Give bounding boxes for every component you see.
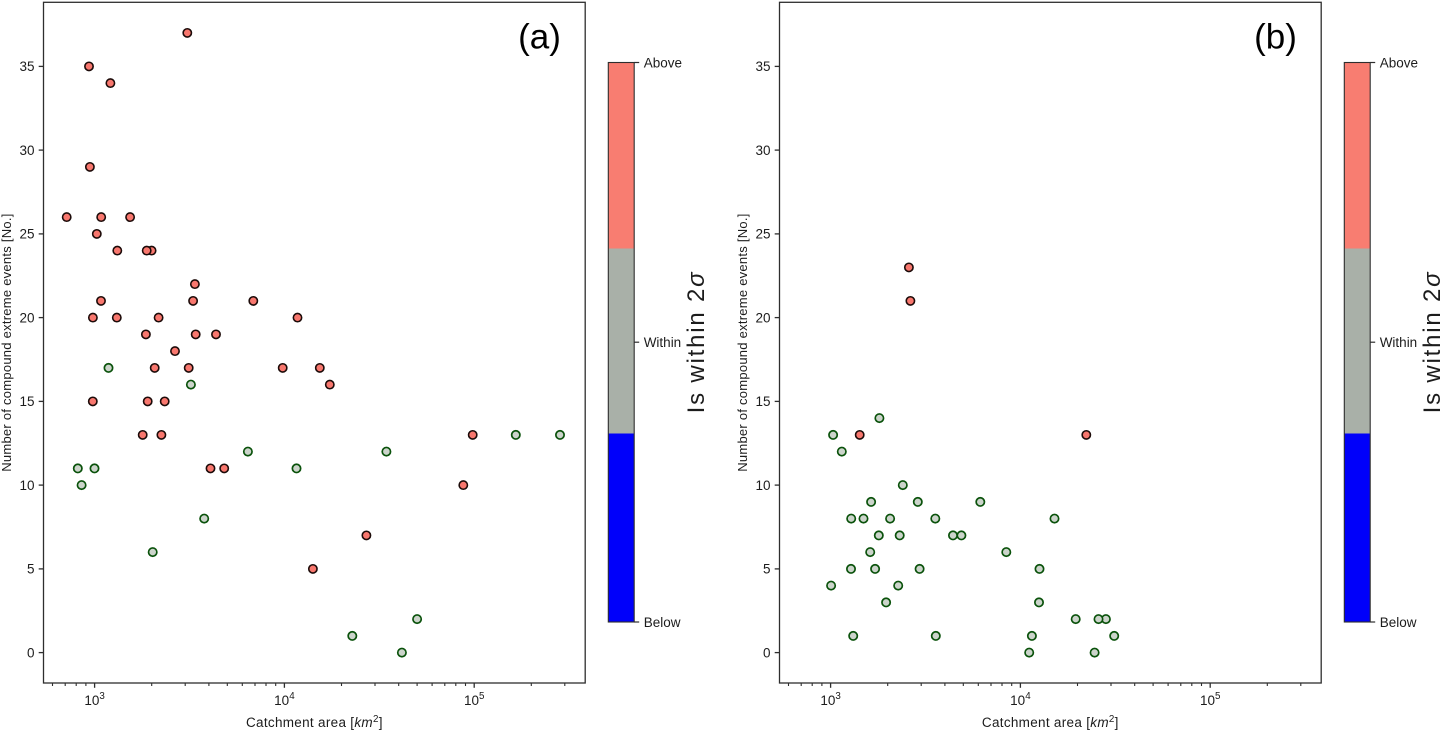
svg-text:Above: Above <box>1380 55 1418 70</box>
svg-text:0: 0 <box>763 645 771 660</box>
svg-text:(b): (b) <box>1254 18 1297 57</box>
svg-text:Number of compound extreme eve: Number of compound extreme events [No.] <box>735 213 750 471</box>
svg-text:Below: Below <box>1380 615 1417 630</box>
svg-text:25: 25 <box>755 227 770 242</box>
svg-text:Within: Within <box>644 335 682 350</box>
svg-text:35: 35 <box>755 59 770 74</box>
svg-text:10: 10 <box>755 478 770 493</box>
svg-text:Is within 2σ: Is within 2σ <box>683 271 710 414</box>
svg-text:20: 20 <box>19 310 34 325</box>
svg-text:25: 25 <box>19 227 34 242</box>
svg-text:Catchment area [km2]: Catchment area [km2] <box>246 714 383 730</box>
svg-text:Within: Within <box>1380 335 1418 350</box>
svg-text:10: 10 <box>19 478 34 493</box>
svg-text:Catchment area [km2]: Catchment area [km2] <box>982 714 1119 730</box>
svg-text:15: 15 <box>19 394 34 409</box>
svg-text:Number of compound extreme eve: Number of compound extreme events [No.] <box>0 213 14 471</box>
svg-text:30: 30 <box>755 143 770 158</box>
svg-text:5: 5 <box>763 562 771 577</box>
svg-text:0: 0 <box>27 645 35 660</box>
svg-text:35: 35 <box>19 59 34 74</box>
svg-text:30: 30 <box>19 143 34 158</box>
svg-text:5: 5 <box>27 562 35 577</box>
svg-text:Above: Above <box>644 55 682 70</box>
svg-text:Is within 2σ: Is within 2σ <box>1419 271 1443 414</box>
svg-text:20: 20 <box>755 310 770 325</box>
svg-text:15: 15 <box>755 394 770 409</box>
svg-text:Below: Below <box>644 615 681 630</box>
svg-text:(a): (a) <box>518 18 561 57</box>
